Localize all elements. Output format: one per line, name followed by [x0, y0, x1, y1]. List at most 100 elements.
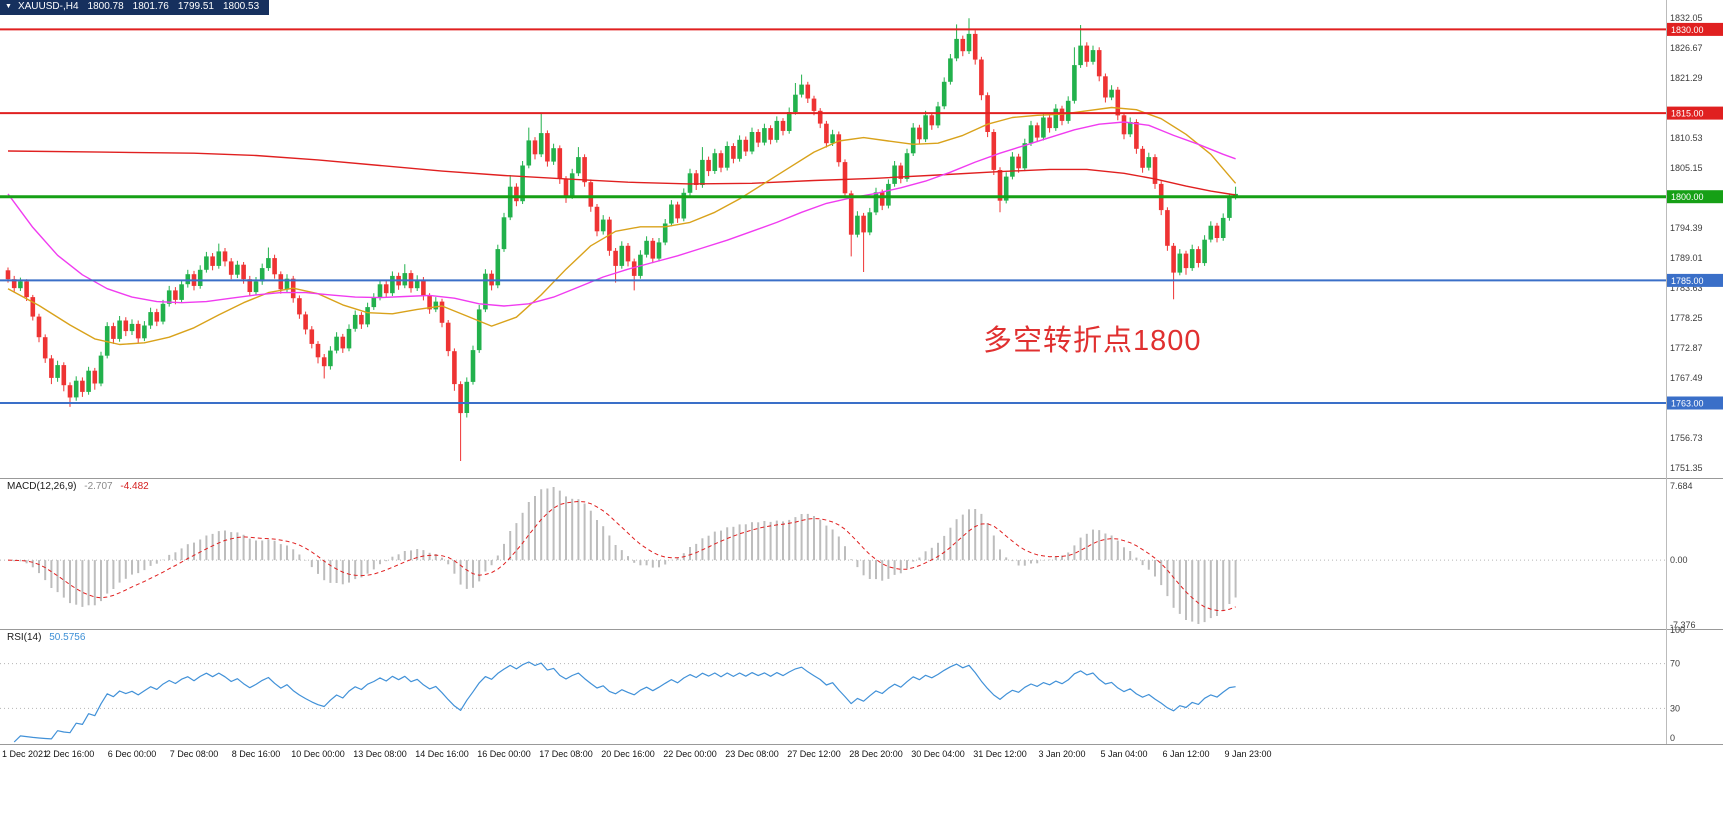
candle-body	[142, 325, 147, 339]
candle-body	[538, 133, 544, 155]
candle-body	[669, 204, 674, 224]
time-axis-label: 6 Dec 00:00	[108, 749, 157, 759]
candle-body	[210, 256, 215, 266]
candle-body	[18, 281, 23, 289]
candle-body	[1189, 249, 1195, 269]
collapse-ohlc-icon[interactable]: ▼	[5, 3, 12, 10]
rsi-name: RSI(14)	[7, 632, 42, 643]
candle-body	[11, 279, 17, 289]
candle-body	[340, 336, 346, 349]
candle-body	[1072, 65, 1077, 101]
ohlc-close-value: 1800.53	[222, 1, 260, 12]
price-tick-label: 1783.63	[1670, 283, 1703, 293]
ohlc-high-value: 1801.76	[132, 1, 169, 12]
candle-body	[247, 279, 253, 292]
candle-body	[774, 120, 780, 140]
candle-body	[526, 140, 532, 166]
candle-body	[5, 270, 11, 280]
candle-body	[929, 115, 935, 126]
candle-body	[712, 153, 718, 171]
time-axis-label: 16 Dec 00:00	[477, 749, 531, 759]
candle-body	[1152, 157, 1158, 184]
price-tick-label: 1789.01	[1670, 253, 1703, 263]
candle-body	[30, 297, 36, 317]
candle-body	[842, 162, 848, 194]
price-level-badge-text: 1830.00	[1671, 25, 1704, 35]
price-level-badge: 1830.00	[1667, 22, 1723, 36]
candle-body	[117, 320, 122, 339]
time-axis-label: 14 Dec 16:00	[415, 749, 469, 759]
price-tick-label: 1772.87	[1670, 343, 1703, 353]
candle-body	[687, 173, 693, 193]
candle-body	[613, 250, 618, 266]
candle-body	[972, 33, 978, 60]
candle-body	[377, 284, 383, 298]
candle-body	[421, 279, 426, 296]
candle-body	[452, 351, 457, 385]
candle-body	[811, 98, 817, 111]
candle-body	[98, 355, 104, 384]
price-level-badge-text: 1815.00	[1671, 109, 1704, 119]
candle-body	[619, 245, 625, 266]
candle-body	[55, 365, 60, 378]
candle-body	[104, 326, 110, 356]
candle-body	[1227, 197, 1232, 218]
candle-body	[216, 251, 222, 266]
candle-body	[1196, 249, 1201, 263]
candle-body	[49, 358, 54, 378]
rsi-scale-label: 70	[1670, 659, 1680, 669]
candle-body	[514, 186, 519, 202]
candle-body	[1065, 100, 1071, 121]
chart-info-bar: ▼ XAUUSD-,H4 1800.78 1801.76 1799.51 180…	[0, 0, 270, 15]
candle-body	[284, 278, 290, 290]
candle-body	[235, 264, 240, 275]
candle-body	[228, 261, 234, 275]
candle-body	[390, 275, 395, 294]
candle-body	[681, 192, 687, 219]
ma-red-line	[7, 150, 1236, 196]
candle-body	[1115, 89, 1121, 116]
candle-body	[458, 384, 463, 414]
price-level-badge-text: 1763.00	[1671, 399, 1704, 409]
time-axis-label: 10 Dec 00:00	[291, 749, 345, 759]
candle-body	[960, 38, 966, 52]
candle-body	[111, 326, 116, 339]
macd-signal-line	[7, 500, 1236, 612]
time-axis-label: 6 Jan 12:00	[1162, 749, 1209, 759]
candle-body	[61, 365, 67, 386]
candle-body	[1016, 156, 1021, 169]
rsi-line	[13, 661, 1236, 743]
candle-body	[241, 264, 246, 280]
price-tick-label: 1832.05	[1670, 13, 1703, 23]
candle-body	[427, 296, 432, 310]
candle-body	[693, 173, 699, 185]
chart-text-annotation[interactable]: 多空转折点1800	[983, 325, 1202, 357]
candle-body	[197, 269, 203, 286]
price-level-badge-text: 1800.00	[1671, 192, 1704, 202]
price-tick-label: 1767.49	[1670, 373, 1703, 383]
candle-body	[445, 322, 451, 352]
candles-series	[5, 18, 1238, 461]
candle-body	[557, 148, 563, 179]
candle-body	[129, 323, 135, 332]
candle-body	[879, 192, 885, 206]
price-tick-label: 1826.67	[1670, 43, 1703, 53]
time-axis-label: 31 Dec 12:00	[973, 749, 1027, 759]
candle-body	[185, 274, 191, 285]
candle-body	[855, 215, 860, 235]
candle-body	[631, 261, 637, 276]
time-axis-label: 30 Dec 04:00	[911, 749, 965, 759]
ohlc-open-value: 1800.78	[87, 1, 124, 12]
ma-magenta-line	[7, 121, 1236, 307]
candle-body	[173, 290, 178, 300]
candle-body	[737, 139, 742, 159]
candle-body	[36, 316, 42, 338]
time-axis-label: 2 Dec 16:00	[46, 749, 95, 759]
candle-body	[755, 132, 761, 143]
candle-body	[24, 281, 29, 298]
candle-body	[92, 370, 98, 384]
macd-name: MACD(12,26,9)	[7, 481, 77, 492]
candle-body	[532, 140, 538, 155]
candle-body	[414, 279, 420, 289]
